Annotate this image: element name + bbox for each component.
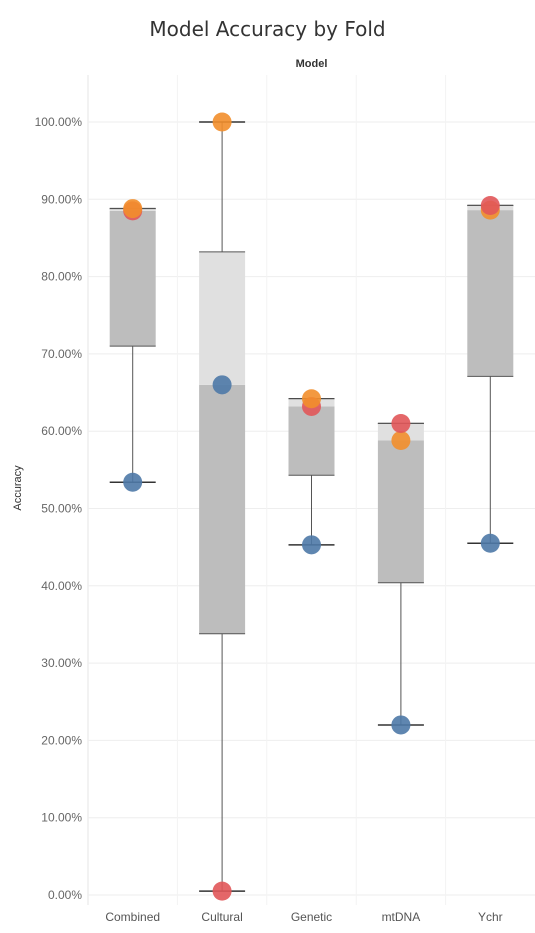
x-category-label: Combined	[105, 910, 160, 924]
box-lower-half	[109, 210, 156, 347]
x-category-label: Ychr	[478, 910, 503, 924]
y-tick-label: 20.00%	[41, 733, 82, 747]
x-category-label: mtDNA	[382, 910, 421, 924]
y-tick-label: 70.00%	[41, 347, 82, 361]
box-upper-half	[199, 251, 246, 385]
data-point[interactable]	[480, 195, 500, 215]
data-point[interactable]	[391, 413, 411, 433]
y-tick-label: 90.00%	[41, 192, 82, 206]
y-tick-label: 50.00%	[41, 502, 82, 516]
data-point[interactable]	[212, 881, 232, 901]
box-lower-half	[199, 384, 246, 634]
y-tick-label: 80.00%	[41, 270, 82, 284]
data-point[interactable]	[480, 533, 500, 553]
data-point[interactable]	[302, 389, 321, 409]
y-tick-label: 100.00%	[35, 115, 83, 129]
box-lower-half	[467, 210, 514, 377]
data-point[interactable]	[123, 472, 143, 492]
data-point[interactable]	[123, 199, 143, 219]
column-header: Model	[295, 58, 328, 70]
data-point[interactable]	[212, 375, 232, 395]
box-lower-half	[377, 440, 424, 583]
y-tick-label: 0.00%	[48, 888, 82, 902]
data-point[interactable]	[212, 112, 232, 132]
data-point[interactable]	[391, 715, 411, 735]
y-tick-label: 40.00%	[41, 579, 82, 593]
data-point[interactable]	[391, 430, 411, 450]
y-tick-label: 10.00%	[41, 811, 82, 825]
box-lower-half	[288, 406, 335, 476]
data-point[interactable]	[302, 535, 321, 555]
x-category-label: Cultural	[201, 910, 242, 924]
x-category-label: Genetic	[291, 910, 332, 924]
y-tick-label: 30.00%	[41, 656, 82, 670]
chart-title: Model Accuracy by Fold	[149, 17, 386, 41]
y-tick-label: 60.00%	[41, 424, 82, 438]
